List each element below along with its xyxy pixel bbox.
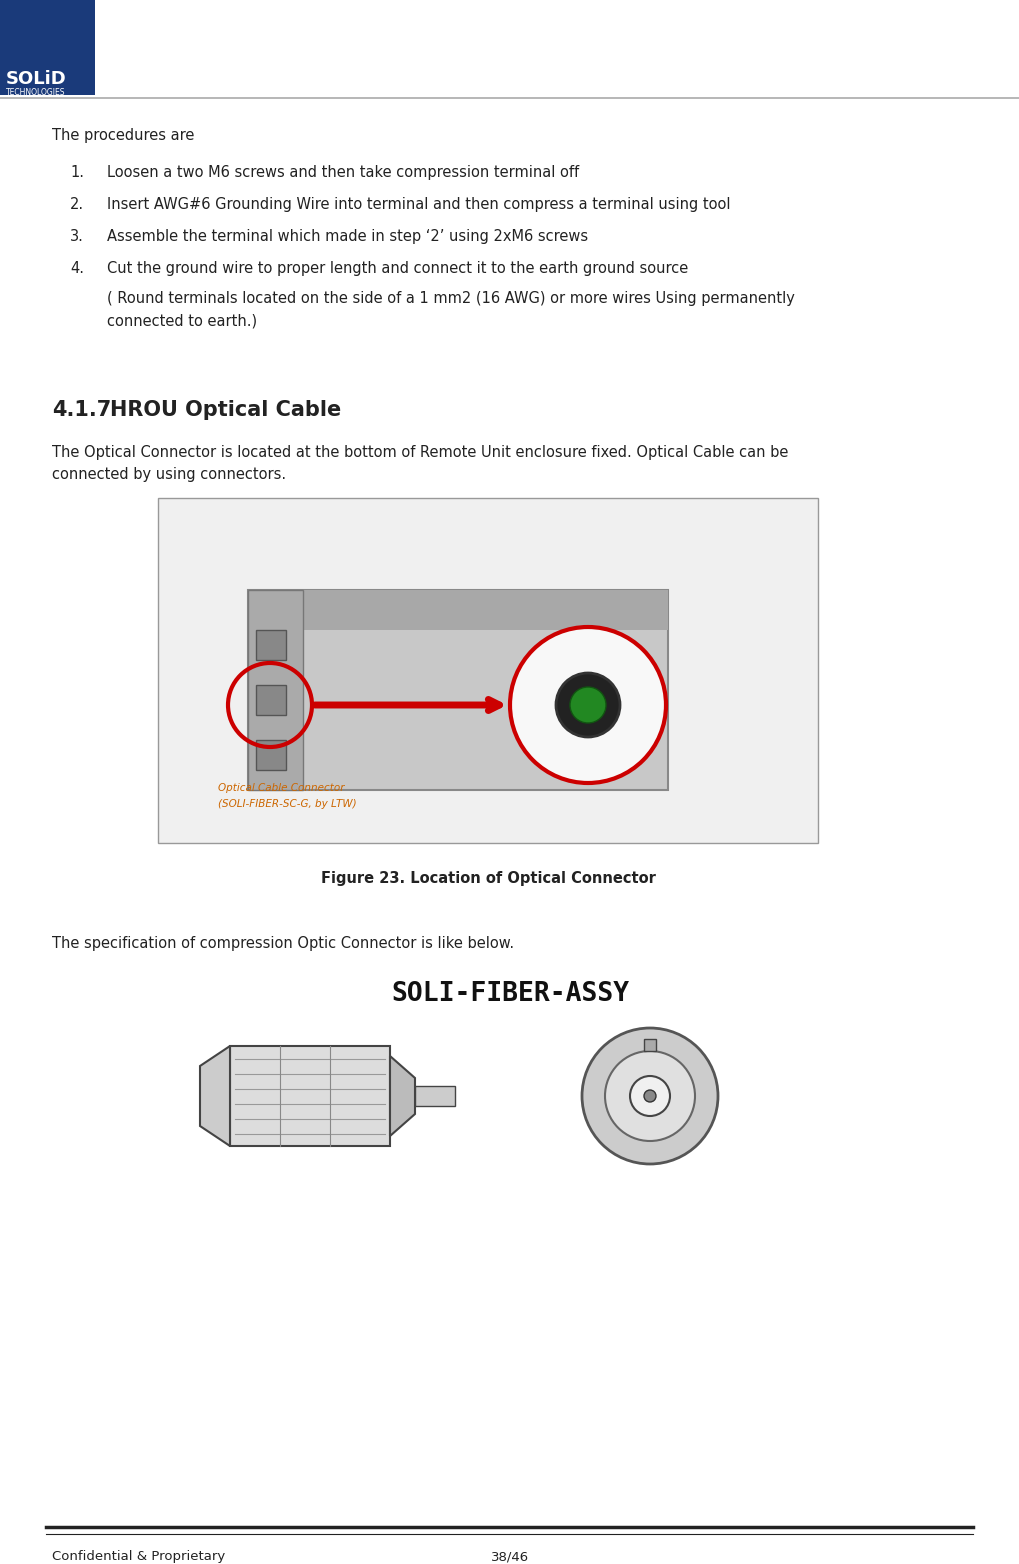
Bar	[256, 685, 286, 715]
Bar	[230, 1046, 390, 1146]
Text: The specification of compression Optic Connector is like below.: The specification of compression Optic C…	[52, 935, 515, 951]
Text: Loosen a two M6 screws and then take compression terminal off: Loosen a two M6 screws and then take com…	[107, 164, 579, 180]
Text: 4.1.7: 4.1.7	[52, 400, 111, 421]
Text: SOLiD: SOLiD	[6, 70, 67, 88]
Text: 3.: 3.	[70, 228, 84, 244]
Circle shape	[582, 1028, 718, 1164]
Circle shape	[605, 1051, 695, 1142]
Polygon shape	[200, 1046, 230, 1146]
Text: Optical Cable Connector: Optical Cable Connector	[218, 784, 344, 793]
Text: 2.: 2.	[70, 197, 85, 213]
Bar	[248, 590, 303, 790]
Bar	[248, 590, 668, 790]
Circle shape	[556, 673, 620, 737]
Text: Assemble the terminal which made in step ‘2’ using 2xM6 screws: Assemble the terminal which made in step…	[107, 228, 588, 244]
Text: The Optical Connector is located at the bottom of Remote Unit enclosure fixed. O: The Optical Connector is located at the …	[52, 446, 789, 482]
Text: Confidential & Proprietary: Confidential & Proprietary	[52, 1550, 225, 1562]
Bar	[415, 1085, 455, 1106]
Text: ANT1: ANT1	[613, 680, 639, 690]
Bar	[644, 1038, 656, 1051]
Polygon shape	[390, 1056, 415, 1135]
Bar	[248, 590, 668, 630]
Bar	[158, 497, 818, 843]
Text: The procedures are: The procedures are	[52, 128, 195, 142]
Text: Insert AWG#6 Grounding Wire into terminal and then compress a terminal using too: Insert AWG#6 Grounding Wire into termina…	[107, 197, 731, 213]
Circle shape	[644, 1090, 656, 1103]
Text: Cut the ground wire to proper length and connect it to the earth ground source: Cut the ground wire to proper length and…	[107, 261, 688, 275]
Bar	[256, 630, 286, 660]
Text: (SOLI-FIBER-SC-G, by LTW): (SOLI-FIBER-SC-G, by LTW)	[218, 799, 357, 809]
Text: HROU Optical Cable: HROU Optical Cable	[110, 400, 341, 421]
Text: SOLI-FIBER-ASSY: SOLI-FIBER-ASSY	[391, 981, 629, 1007]
Text: ( Round terminals located on the side of a 1 mm2 (16 AWG) or more wires Using pe: ( Round terminals located on the side of…	[107, 291, 795, 328]
Circle shape	[630, 1076, 671, 1117]
Text: 1.: 1.	[70, 164, 84, 180]
Bar	[0, 0, 95, 95]
Circle shape	[570, 687, 606, 723]
Text: 4.: 4.	[70, 261, 84, 275]
Text: Figure 23. Location of Optical Connector: Figure 23. Location of Optical Connector	[321, 871, 655, 885]
Text: 38/46: 38/46	[491, 1550, 529, 1562]
Bar	[256, 740, 286, 769]
Text: TECHNOLOGIES: TECHNOLOGIES	[6, 88, 65, 97]
Circle shape	[510, 627, 666, 784]
